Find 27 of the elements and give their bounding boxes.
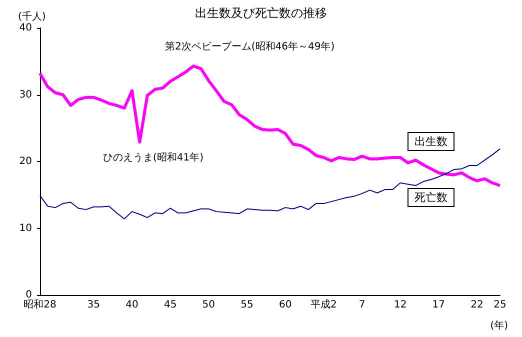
x-axis-title: (年) bbox=[490, 320, 508, 332]
x-tick-label: 60 bbox=[278, 300, 292, 310]
line-series bbox=[40, 148, 500, 220]
y-tick-label: 40 bbox=[19, 22, 32, 34]
y-axis-title: (千人) bbox=[18, 10, 46, 22]
line-series bbox=[38, 64, 502, 188]
x-tick-label: 昭和28 bbox=[24, 298, 56, 310]
x-tick-label: 平成2 bbox=[310, 298, 337, 310]
x-tick-label: 17 bbox=[432, 300, 446, 310]
x-tick-label: 55 bbox=[240, 300, 254, 310]
chart-title: 出生数及び死亡数の推移 bbox=[195, 6, 327, 20]
x-tick-label: 35 bbox=[87, 300, 100, 310]
series-label: 死亡数 bbox=[414, 191, 448, 204]
y-tick-label: 20 bbox=[19, 156, 32, 167]
annotation: 第2次ベビーブーム(昭和46年～49年) bbox=[165, 40, 335, 52]
x-tick-label: 25 bbox=[494, 300, 506, 310]
y-tick-label: 10 bbox=[19, 222, 32, 234]
x-tick-label: 50 bbox=[202, 300, 216, 310]
series-label: 出生数 bbox=[414, 134, 448, 148]
x-tick-label: 45 bbox=[164, 300, 177, 310]
x-tick-label: 22 bbox=[470, 300, 484, 310]
y-tick-label: 0 bbox=[26, 290, 32, 300]
annotation: ひのえうま(昭和41年) bbox=[103, 152, 204, 164]
x-tick-label: 40 bbox=[126, 300, 138, 310]
x-tick-label: 7 bbox=[358, 300, 366, 310]
x-tick-label: 12 bbox=[394, 300, 407, 310]
y-tick-label: 30 bbox=[19, 89, 32, 100]
